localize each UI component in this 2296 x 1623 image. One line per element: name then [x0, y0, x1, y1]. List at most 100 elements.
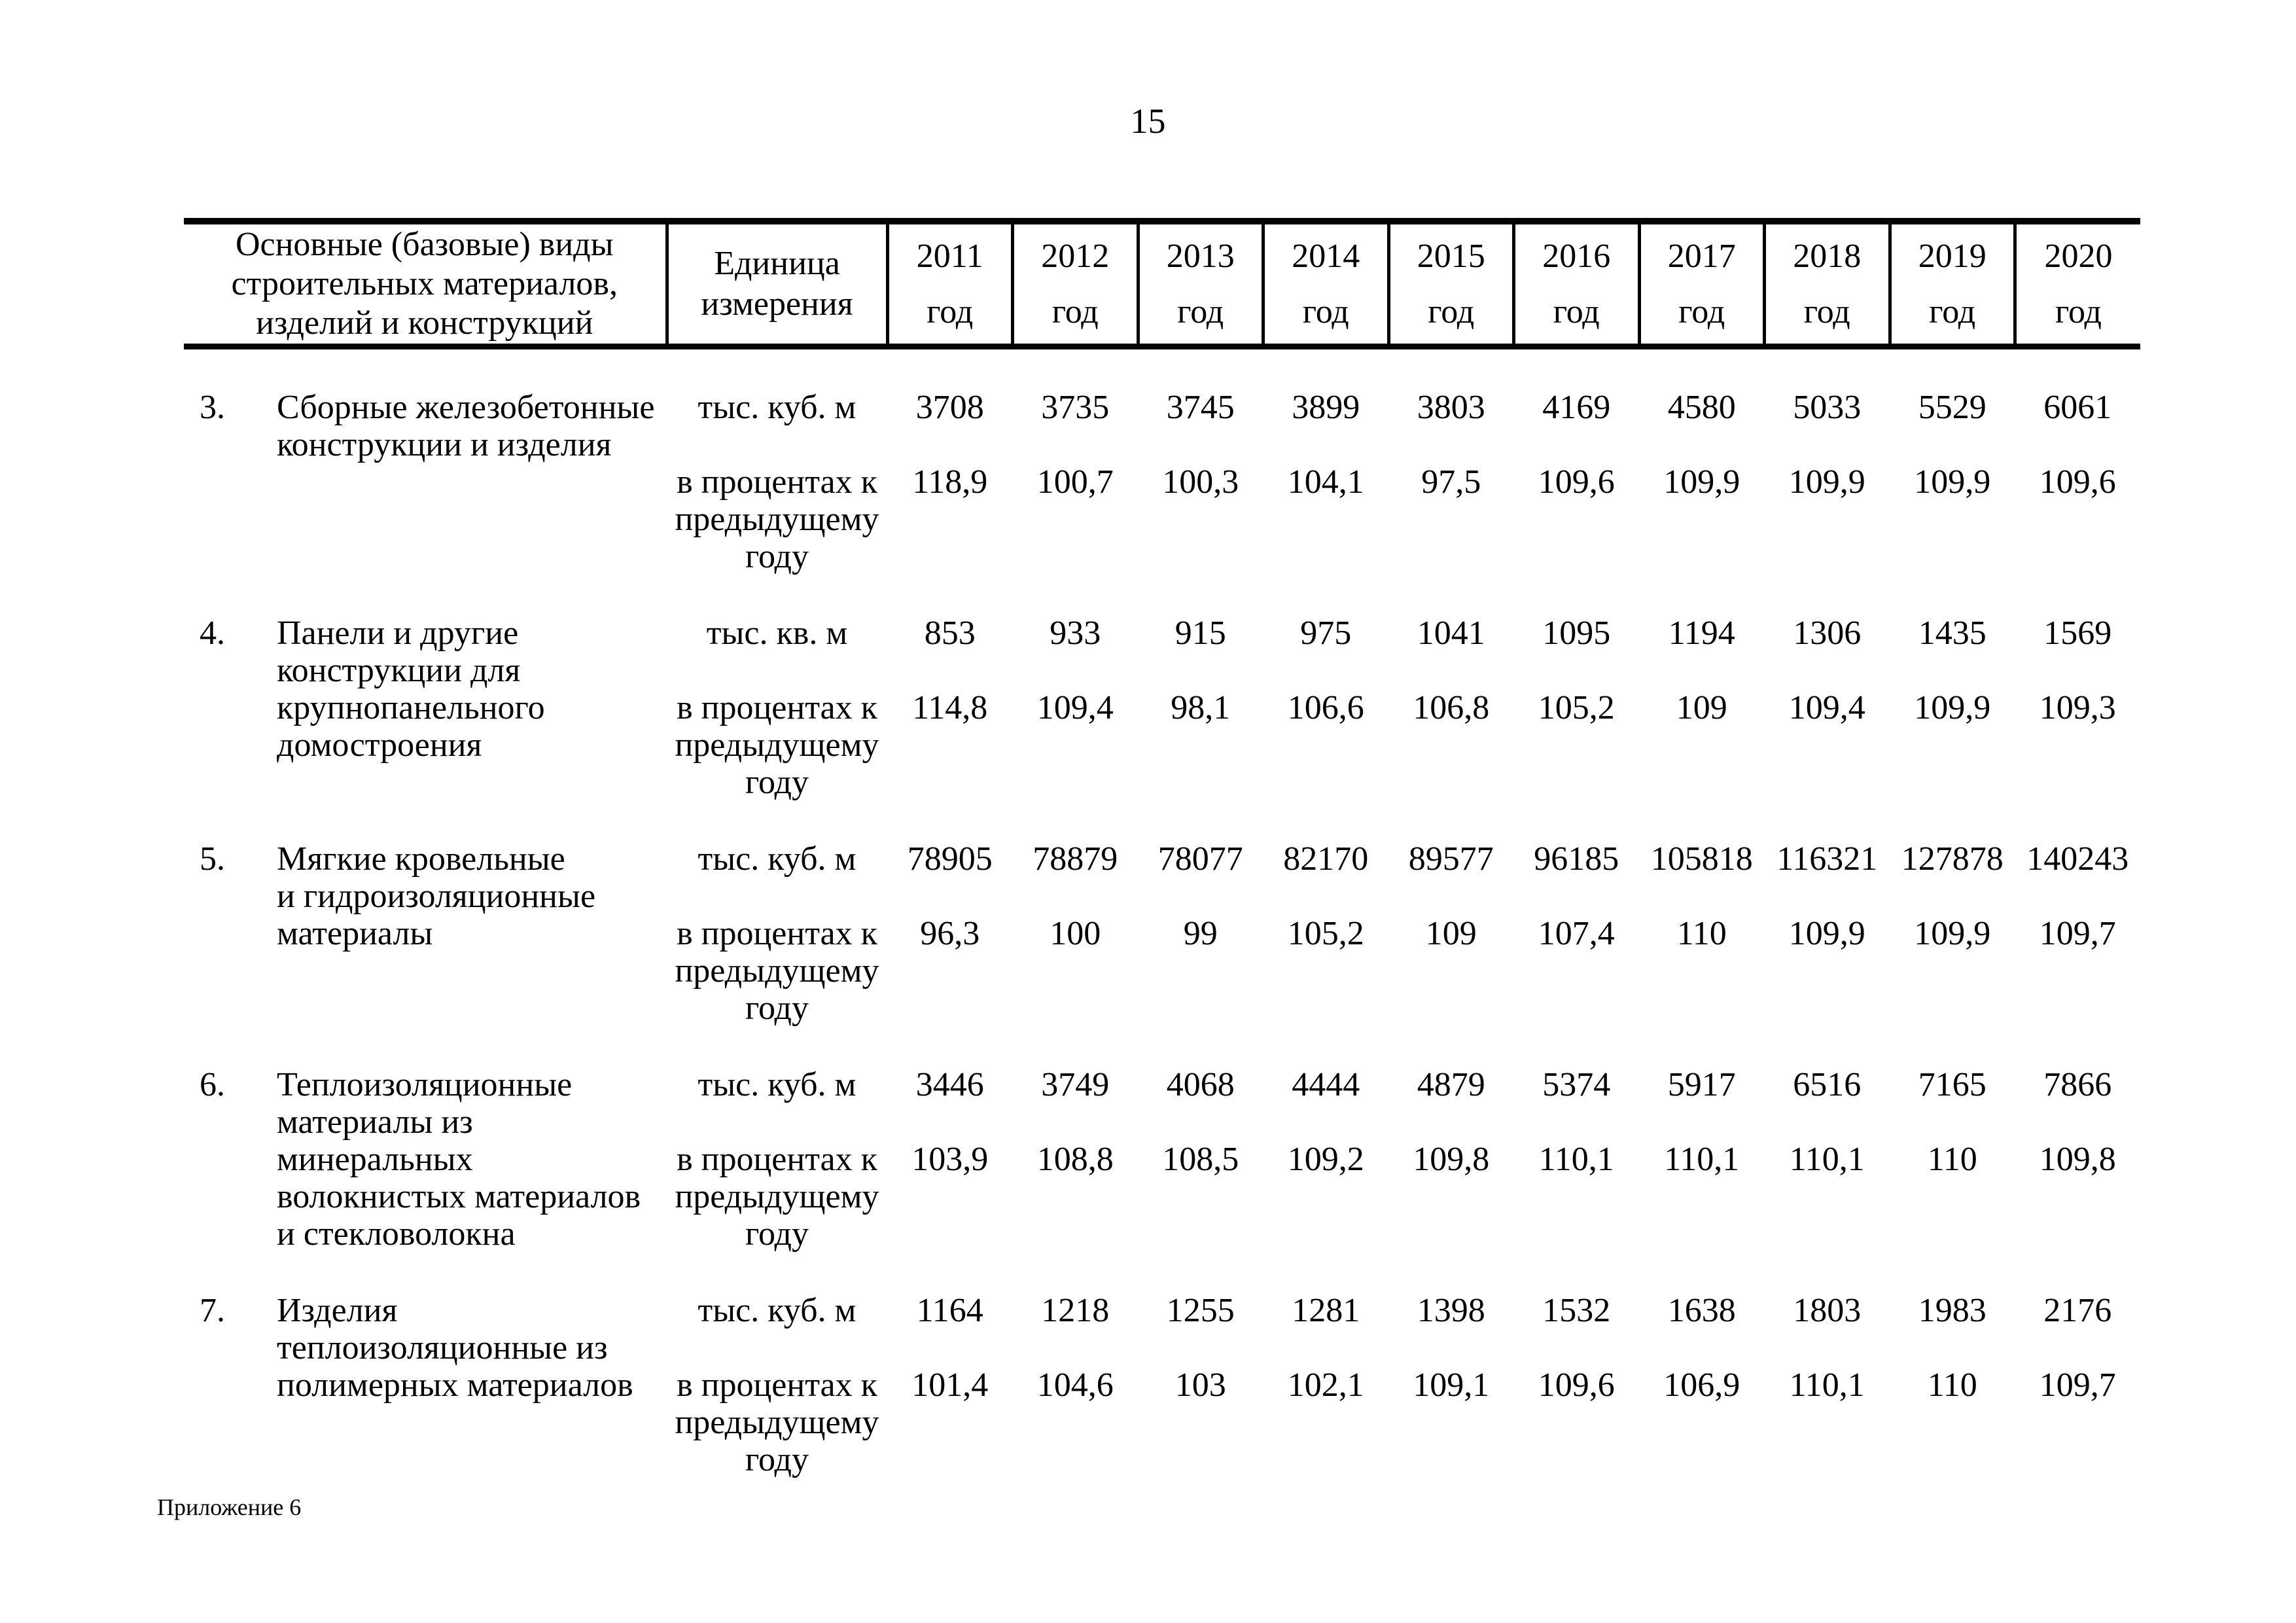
item-percent-2020: 109,3 — [2039, 689, 2116, 726]
item-percent-2012: 100,7 — [1036, 463, 1114, 501]
item-row-percents: материалы в процентах к предыдущему году 9… — [184, 915, 2140, 1027]
item-name: материалы — [277, 915, 433, 952]
item-value-2011: 3708 — [915, 389, 984, 426]
item-percent-2019: 110 — [1927, 1366, 1977, 1404]
item-row-values: 5. Мягкие кровельные и гидроизоляционные т… — [184, 801, 2140, 915]
header-year-2020: 2020 год — [2015, 221, 2140, 349]
item-value-2011: 853 — [924, 615, 976, 652]
item-percent-2012: 109,4 — [1036, 689, 1114, 726]
item-percent-2015: 109,1 — [1413, 1366, 1490, 1404]
item-unit-percent: в процентах к предыдущему году — [675, 1366, 879, 1478]
item-percent-2014: 106,6 — [1287, 689, 1364, 726]
item-value-2019: 5529 — [1918, 389, 1987, 426]
item-value-2015: 1398 — [1417, 1292, 1485, 1329]
item-row-percents: минеральных волокнистых материалов и сте… — [184, 1141, 2140, 1253]
item-value-2019: 1983 — [1918, 1292, 1987, 1329]
item-name-cell: 4. Панели и другие конструкции для — [184, 575, 667, 689]
item-value-2012: 3749 — [1041, 1066, 1110, 1103]
item-percent-2015: 109 — [1425, 915, 1477, 952]
page-number: 15 — [1130, 101, 1166, 141]
item-value-2016: 1095 — [1542, 615, 1611, 652]
item-name-cell: 7. Изделия теплоизоляционные из — [184, 1253, 667, 1366]
item-row-values: 4. Панели и другие конструкции для тыс. кв… — [184, 575, 2140, 689]
table-header-row: Основные (базовые) виды строительных мат… — [184, 221, 2140, 349]
item-percent-2014: 102,1 — [1287, 1366, 1364, 1404]
item-percent-2019: 109,9 — [1914, 689, 1991, 726]
item-value-2018: 1306 — [1793, 615, 1862, 652]
header-year-2014: 2014 год — [1263, 221, 1390, 349]
item-name-cell: материалы — [184, 915, 667, 1027]
item-percent-2018: 110,1 — [1789, 1366, 1865, 1404]
item-unit-physical: тыс. кв. м — [706, 615, 848, 652]
item-value-2020: 1569 — [2043, 615, 2112, 652]
item-value-2012: 3735 — [1041, 389, 1110, 426]
item-value-2020: 7866 — [2043, 1066, 2112, 1103]
item-name: Теплоизоляционные материалы из — [277, 1066, 573, 1141]
item-name: Изделия теплоизоляционные из — [277, 1292, 608, 1366]
item-name: полимерных материалов — [277, 1366, 633, 1404]
header-year-2015: 2015 год — [1388, 221, 1515, 349]
item-value-2018: 1803 — [1793, 1292, 1862, 1329]
item-percent-2020: 109,8 — [2039, 1141, 2116, 1178]
item-percent-2012: 104,6 — [1036, 1366, 1114, 1404]
item-value-2017: 1638 — [1667, 1292, 1736, 1329]
item-percent-2011: 114,8 — [912, 689, 988, 726]
item-name: крупнопанельного домостроения — [277, 689, 545, 764]
item-value-2014: 975 — [1300, 615, 1352, 652]
item-value-2013: 4068 — [1166, 1066, 1235, 1103]
item-percent-2011: 103,9 — [911, 1141, 989, 1178]
item-value-2016: 1532 — [1542, 1292, 1611, 1329]
item-value-2020: 2176 — [2043, 1292, 2112, 1329]
item-row-percents: полимерных материалов в процентах к преды… — [184, 1366, 2140, 1478]
item-number: 4. — [200, 615, 225, 652]
item-percent-2018: 109,9 — [1788, 463, 1865, 501]
table-body: 3. Сборные железобетонные конструкции и и… — [184, 347, 2140, 1478]
item-name-cell: полимерных материалов — [184, 1366, 667, 1478]
item-value-2018: 5033 — [1793, 389, 1862, 426]
item-unit-percent: в процентах к предыдущему году — [675, 1141, 879, 1253]
item-percent-2011: 96,3 — [920, 915, 980, 952]
item-value-2011: 1164 — [916, 1292, 983, 1329]
item-value-2015: 89577 — [1408, 840, 1494, 878]
item-value-2014: 1281 — [1292, 1292, 1360, 1329]
item-value-2013: 915 — [1174, 615, 1226, 652]
item-percent-2020: 109,6 — [2039, 463, 2116, 501]
item-value-2015: 4879 — [1417, 1066, 1485, 1103]
item-percent-2013: 103 — [1174, 1366, 1226, 1404]
materials-table: Основные (базовые) виды строительных мат… — [184, 218, 2140, 1478]
item-unit-physical: тыс. куб. м — [698, 389, 857, 426]
header-year-2012: 2012 год — [1012, 221, 1140, 349]
item-name: минеральных волокнистых материалов и сте… — [277, 1141, 641, 1253]
item-value-2012: 933 — [1050, 615, 1101, 652]
item-value-2016: 4169 — [1542, 389, 1611, 426]
header-year-2018: 2018 год — [1764, 221, 1892, 349]
item-number: 6. — [200, 1066, 225, 1103]
item-value-2016: 96185 — [1534, 840, 1619, 878]
item-percent-2017: 106,9 — [1663, 1366, 1740, 1404]
item-percent-2016: 109,6 — [1538, 1366, 1615, 1404]
item-percent-2019: 110 — [1927, 1141, 1977, 1178]
item-name: Панели и другие конструкции для — [277, 615, 521, 689]
item-value-2011: 78905 — [907, 840, 993, 878]
item-percent-2015: 106,8 — [1413, 689, 1490, 726]
item-value-2015: 1041 — [1417, 615, 1485, 652]
item-value-2020: 140243 — [2026, 840, 2129, 878]
item-row-percents: в процентах к предыдущему году 118,9 100,7… — [184, 463, 2140, 575]
item-percent-2016: 105,2 — [1538, 689, 1615, 726]
header-year-2016: 2016 год — [1513, 221, 1641, 349]
item-unit-physical: тыс. куб. м — [698, 840, 857, 878]
item-row-percents: крупнопанельного домостроения в процентах… — [184, 689, 2140, 801]
item-unit-percent: в процентах к предыдущему году — [675, 689, 879, 801]
item-row-values: 6. Теплоизоляционные материалы из тыс. куб… — [184, 1027, 2140, 1141]
item-percent-2013: 108,5 — [1162, 1141, 1239, 1178]
item-percent-2020: 109,7 — [2039, 915, 2116, 952]
appendix-note: Приложение 6 — [157, 1494, 302, 1520]
item-value-2017: 5917 — [1667, 1066, 1736, 1103]
item-percent-2011: 101,4 — [911, 1366, 989, 1404]
header-year-2013: 2013 год — [1138, 221, 1265, 349]
item-value-2014: 3899 — [1292, 389, 1360, 426]
item-value-2012: 1218 — [1041, 1292, 1110, 1329]
item-percent-2013: 98,1 — [1171, 689, 1231, 726]
header-year-2017: 2017 год — [1639, 221, 1766, 349]
